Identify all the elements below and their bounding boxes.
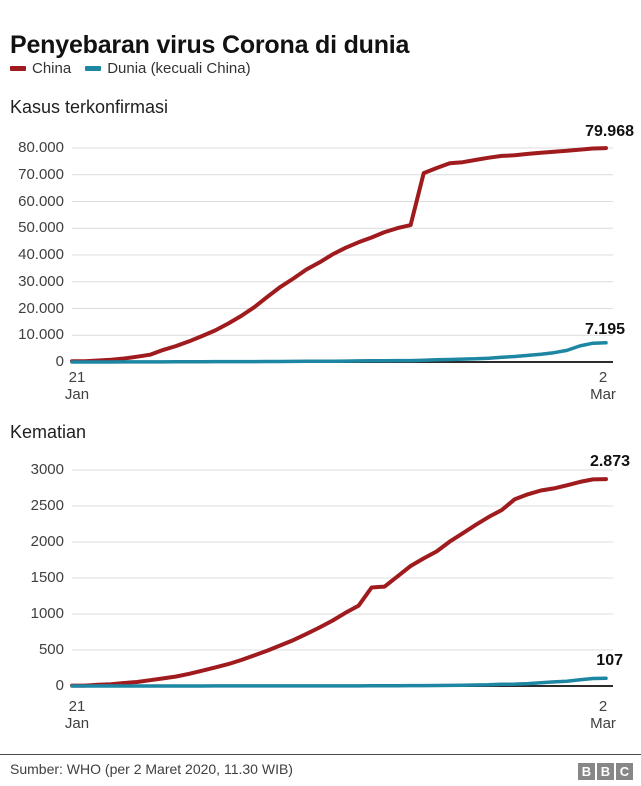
deaths-plot-svg bbox=[70, 469, 613, 688]
page-title: Penyebaran virus Corona di dunia bbox=[10, 30, 410, 59]
bbc-logo-letter: B bbox=[597, 763, 614, 780]
y-tick-label: 3000 bbox=[30, 461, 64, 478]
y-tick-label: 0 bbox=[55, 353, 64, 370]
y-tick-label: 40.000 bbox=[18, 246, 64, 263]
confirmed-chart-heading: Kasus terkonfirmasi bbox=[10, 97, 169, 117]
world-end-value-label: 7.195 bbox=[584, 321, 625, 338]
legend-swatch-china-icon bbox=[10, 66, 26, 71]
y-tick-label: 2000 bbox=[30, 533, 64, 550]
y-tick-label: 1500 bbox=[30, 569, 64, 586]
x-tick-label: 2 Mar bbox=[590, 698, 616, 732]
y-tick-label: 10.000 bbox=[18, 326, 64, 344]
y-tick-label: 1000 bbox=[30, 605, 64, 622]
y-tick-label: 50.000 bbox=[18, 219, 64, 237]
x-tick-label: 21 Jan bbox=[64, 369, 90, 403]
world-series-line bbox=[70, 341, 608, 364]
bbc-logo: B B C bbox=[578, 763, 633, 780]
y-tick-label: 60.000 bbox=[18, 192, 64, 210]
china-series-line bbox=[70, 146, 608, 364]
world-end-value-label: 107 bbox=[596, 652, 623, 669]
bbc-logo-letter: C bbox=[616, 763, 633, 780]
y-tick-label: 80.000 bbox=[18, 139, 64, 156]
world-series-line bbox=[70, 676, 608, 688]
footer-divider bbox=[0, 754, 641, 755]
y-tick-label: 2500 bbox=[30, 497, 64, 514]
source-note: Sumber: WHO (per 2 Maret 2020, 11.30 WIB… bbox=[10, 761, 293, 777]
china-end-value-label: 2.873 bbox=[589, 453, 630, 470]
x-tick-label: 21 Jan bbox=[64, 698, 90, 732]
legend: China Dunia (kecuali China) bbox=[10, 60, 251, 77]
x-tick-label: 2 Mar bbox=[590, 369, 616, 403]
legend-label-world: Dunia (kecuali China) bbox=[107, 60, 251, 77]
deaths-chart-heading: Kematian bbox=[10, 422, 87, 442]
confirmed-plot-svg bbox=[70, 146, 613, 364]
y-tick-label: 0 bbox=[55, 677, 64, 694]
legend-label-china: China bbox=[32, 60, 72, 77]
bbc-logo-letter: B bbox=[578, 763, 595, 780]
y-tick-label: 20.000 bbox=[18, 299, 64, 317]
legend-swatch-world-icon bbox=[85, 66, 102, 71]
legend-item-china: China bbox=[10, 60, 71, 77]
y-tick-label: 30.000 bbox=[18, 272, 64, 290]
legend-item-world: Dunia (kecuali China) bbox=[85, 60, 251, 77]
y-tick-label: 500 bbox=[38, 641, 64, 658]
china-series-line bbox=[70, 477, 608, 688]
y-tick-label: 70.000 bbox=[18, 165, 64, 183]
china-end-value-label: 79.968 bbox=[585, 123, 634, 140]
